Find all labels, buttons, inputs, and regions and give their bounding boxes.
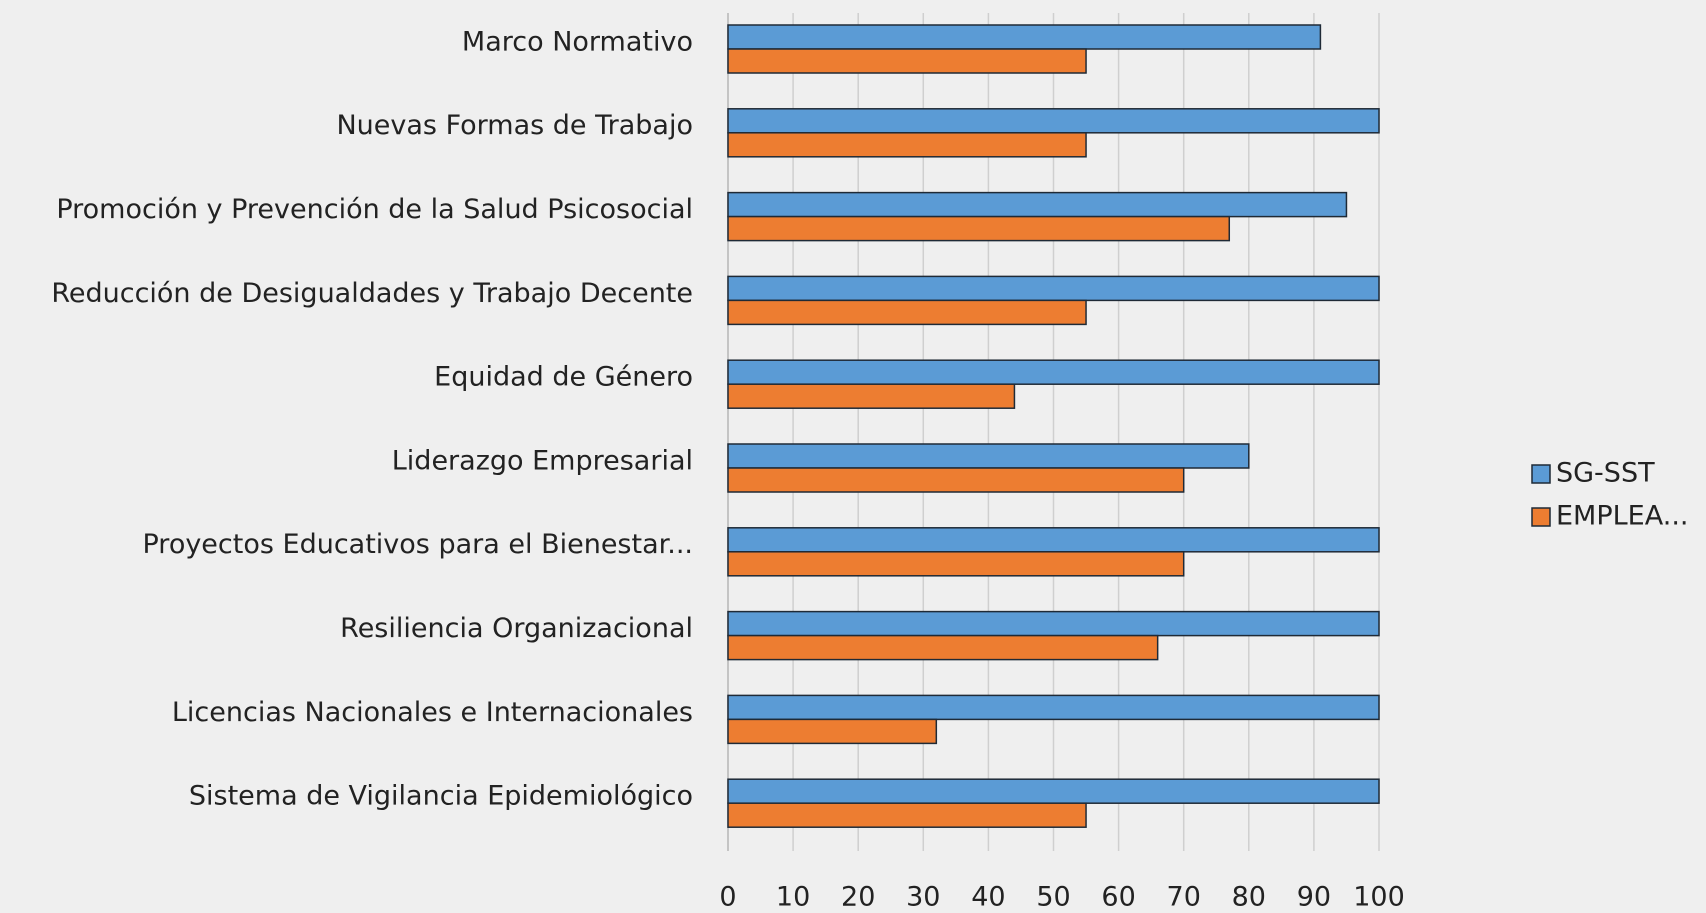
bar [727,299,1087,326]
y-tick-label: Liderazgo Empresarial [392,445,693,476]
bar [727,527,1380,553]
bar [727,778,1380,804]
x-tick-label: 30 [906,882,940,913]
x-tick-label: 100 [1353,882,1405,913]
bar [727,108,1380,134]
y-tick-label: Reducción de Desigualdades y Trabajo Dec… [51,278,693,309]
x-tick-label: 70 [1167,882,1201,913]
bar [727,383,1016,409]
legend-label: EMPLEA... [1556,501,1688,532]
y-tick-label: Nuevas Formas de Trabajo [336,110,693,141]
x-tick-label: 80 [1232,882,1266,913]
bar [727,802,1087,828]
y-tick-label: Sistema de Vigilancia Epidemiológico [189,781,693,812]
x-tick-label: 10 [776,882,810,913]
bar [727,610,1380,637]
bar [727,718,938,745]
bar [727,443,1250,469]
x-tick-label: 50 [1036,882,1070,913]
y-tick-label: Equidad de Género [434,362,693,393]
bar [727,132,1087,158]
bar [727,48,1087,74]
legend-label: SG-SST [1556,458,1655,489]
bar [727,191,1348,218]
bar [727,634,1159,661]
bar [727,359,1380,385]
bar [727,215,1231,242]
bar [727,24,1322,50]
bar [727,694,1380,721]
bar [727,551,1185,577]
x-tick-label: 0 [719,882,736,913]
x-tick-label: 60 [1101,882,1135,913]
x-tick-label: 90 [1297,882,1331,913]
x-tick-label: 40 [971,882,1005,913]
y-tick-label: Resiliencia Organizacional [340,613,693,644]
legend-swatch [1531,507,1551,527]
y-tick-label: Proyectos Educativos para el Bienestar..… [143,529,694,560]
x-tick-label: 20 [841,882,875,913]
y-tick-label: Marco Normativo [462,26,693,57]
bar [727,467,1185,493]
y-tick-label: Licencias Nacionales e Internacionales [172,697,693,728]
bar [727,275,1380,302]
y-tick-label: Promoción y Prevención de la Salud Psico… [56,194,693,225]
legend-swatch [1531,464,1551,484]
